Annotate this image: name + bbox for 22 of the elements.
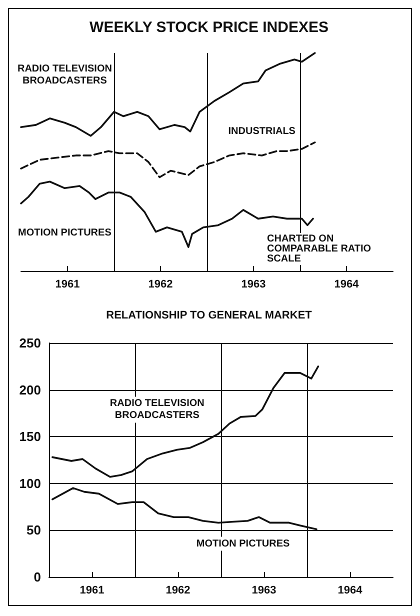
series-label: INDUSTRIALS: [228, 126, 296, 137]
x-tick-label: 1963: [241, 278, 266, 290]
x-tick-label: 1963: [252, 584, 276, 596]
series-label: RADIO TELEVISION BROADCASTERS: [110, 398, 204, 422]
x-tick-label: 1962: [148, 278, 173, 290]
annotation: CHARTED ON COMPARABLE RATIO SCALE: [267, 234, 374, 264]
x-tick-label: 1964: [338, 584, 364, 596]
chart-title: RELATIONSHIP TO GENERAL MARKET: [106, 310, 312, 322]
x-tick-label: 1961: [55, 278, 80, 290]
x-tick-label: 1961: [80, 584, 104, 596]
series-label: MOTION PICTURES: [196, 538, 290, 550]
chart-title: WEEKLY STOCK PRICE INDEXES: [90, 19, 328, 36]
text: MOTION PICTURES: [18, 228, 112, 239]
y-tick-label: 200: [19, 382, 41, 398]
y-tick-label: 100: [19, 476, 41, 491]
y-tick-label: 0: [34, 570, 41, 584]
y-tick-label: 250: [19, 336, 41, 350]
x-tick-label: 1964: [334, 278, 360, 290]
y-tick-label: 150: [19, 429, 41, 444]
y-tick-label: 50: [26, 522, 41, 538]
x-tick-label: 1962: [166, 584, 190, 596]
text: RADIO TELEVISION BROADCASTERS: [17, 63, 112, 86]
